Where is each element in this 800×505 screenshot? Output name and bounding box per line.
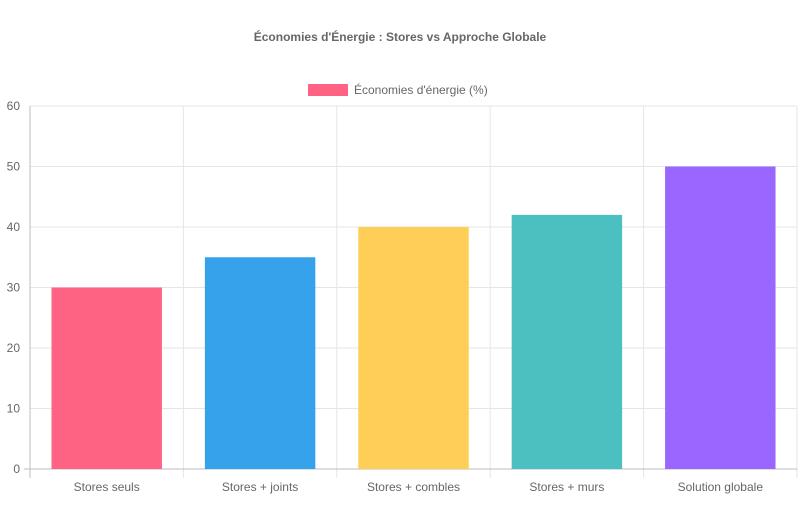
x-tick-label: Stores seuls — [74, 480, 140, 494]
y-tick-label: 0 — [13, 462, 20, 476]
y-tick-label: 30 — [7, 281, 21, 295]
bar[interactable] — [358, 227, 469, 469]
x-tick-label: Stores + combles — [367, 480, 460, 494]
x-tick-label: Stores + joints — [222, 480, 298, 494]
legend-swatch — [308, 84, 348, 96]
bar[interactable] — [665, 166, 776, 470]
x-tick-label: Solution globale — [678, 480, 764, 494]
x-axis-labels: Stores seuls Stores + joints Stores + comb… — [74, 480, 764, 494]
y-axis-labels: 0 10 20 30 40 50 60 — [7, 99, 21, 476]
y-tick-label: 50 — [7, 160, 21, 174]
legend-label: Économies d'énergie (%) — [354, 82, 488, 97]
legend[interactable]: Économies d'énergie (%) — [308, 82, 488, 97]
y-tick-label: 20 — [7, 341, 21, 355]
bar[interactable] — [204, 257, 316, 469]
bar[interactable] — [51, 287, 162, 470]
x-tick-label: Stores + murs — [529, 480, 604, 494]
y-tick-label: 10 — [7, 402, 21, 416]
y-tick-label: 60 — [7, 99, 21, 113]
bar[interactable] — [511, 214, 623, 469]
bars — [51, 166, 776, 470]
chart-title: Économies d'Énergie : Stores vs Approche… — [254, 29, 547, 44]
y-tick-label: 40 — [7, 220, 21, 234]
